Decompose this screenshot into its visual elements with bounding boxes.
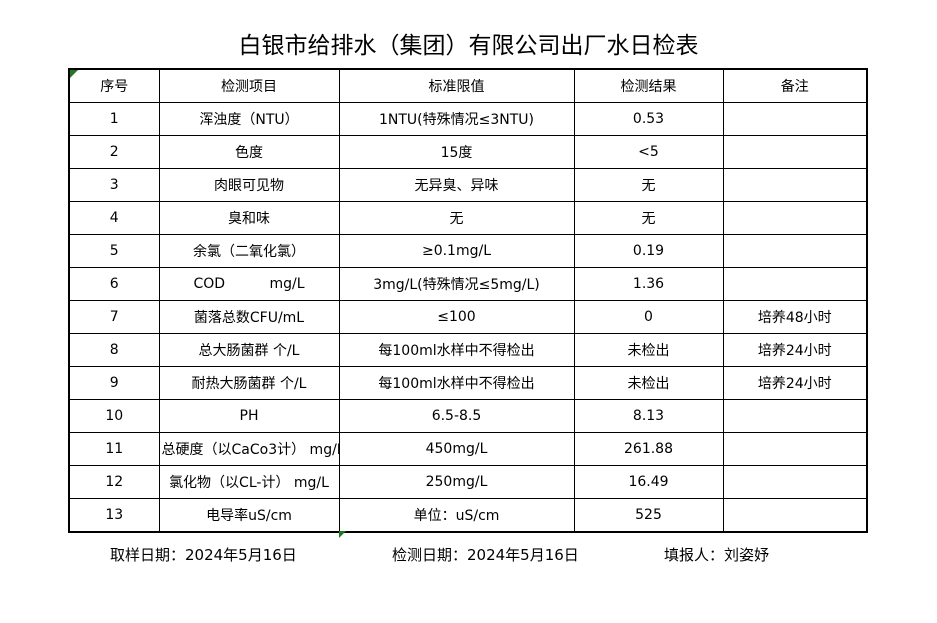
cell-note: [722, 168, 868, 202]
cell-index: 4: [68, 201, 160, 235]
cell-result: 未检出: [573, 333, 724, 367]
cell-item: COD mg/L: [158, 267, 340, 301]
cell-index: 13: [68, 498, 160, 533]
cell-standard: 3mg/L(特殊情况≤5mg/L): [338, 267, 575, 301]
cell-note: [722, 399, 868, 433]
cell-standard: ≥0.1mg/L: [338, 234, 575, 268]
cell-result: 无: [573, 201, 724, 235]
table-header-row: 序号 检测项目 标准限值 检测结果 备注: [68, 68, 868, 103]
cell-result: 无: [573, 168, 724, 202]
table-row: 10 PH 6.5-8.5 8.13: [68, 399, 868, 433]
cell-result: 1.36: [573, 267, 724, 301]
table-body: 1 浑浊度（NTU） 1NTU(特殊情况≤3NTU) 0.53 2 色度 15度 <5 3 肉眼可…: [68, 102, 868, 533]
cell-standard: 无: [338, 201, 575, 235]
cell-index: 6: [68, 267, 160, 301]
cell-index: 11: [68, 432, 160, 466]
table-row: 1 浑浊度（NTU） 1NTU(特殊情况≤3NTU) 0.53: [68, 102, 868, 136]
cell-result: 16.49: [573, 465, 724, 499]
cell-item: 余氯（二氧化氯）: [158, 234, 340, 268]
cell-item: 色度: [158, 135, 340, 169]
cell-note: [722, 432, 868, 466]
cell-error-indicator-icon: [70, 70, 78, 78]
cell-index: 1: [68, 102, 160, 136]
header-note: 备注: [722, 68, 868, 103]
cell-note: [722, 267, 868, 301]
table-row: 4 臭和味无无: [68, 201, 868, 235]
cell-item: 电导率uS/cm: [158, 498, 340, 533]
cell-index: 8: [68, 333, 160, 367]
cell-item: 肉眼可见物: [158, 168, 340, 202]
cell-result: <5: [573, 135, 724, 169]
cell-index: 12: [68, 465, 160, 499]
table-row: 7 菌落总数CFU/mL ≤100 0 培养48小时: [68, 300, 868, 334]
header-standard: 标准限值: [338, 68, 575, 103]
cell-note: 培养24小时: [722, 366, 868, 400]
table-row: 9 耐热大肠菌群 个/L 每100ml水样中不得检出 未检出 培养24小时: [68, 366, 868, 400]
cell-standard: ≤100: [338, 300, 575, 334]
test-date-label: 检测日期：2024年5月16日: [392, 546, 579, 564]
cell-index: 5: [68, 234, 160, 268]
header-index: 序号: [68, 68, 160, 103]
table-row: 8 总大肠菌群 个/L 每100ml水样中不得检出 未检出 培养24小时: [68, 333, 868, 367]
cell-standard: 15度: [338, 135, 575, 169]
cell-item: 臭和味: [158, 201, 340, 235]
header-result: 检测结果: [573, 68, 724, 103]
cell-note: 培养48小时: [722, 300, 868, 334]
cell-note: [722, 102, 868, 136]
cell-note: [722, 201, 868, 235]
cell-result: 8.13: [573, 399, 724, 433]
cell-item: PH: [158, 399, 340, 433]
cell-note: [722, 135, 868, 169]
cell-item: 浑浊度（NTU）: [158, 102, 340, 136]
cell-error-indicator-icon: [339, 531, 346, 538]
table-row: 6 COD mg/L 3mg/L(特殊情况≤5mg/L) 1.36: [68, 267, 868, 301]
inspection-table: 序号 检测项目 标准限值 检测结果 备注 1 浑浊度（NTU） 1NTU(特殊情况≤…: [68, 68, 868, 533]
cell-item: 氯化物（以CL-计） mg/L: [158, 465, 340, 499]
cell-standard: 单位：uS/cm: [338, 498, 575, 533]
sampling-date-label: 取样日期：2024年5月16日: [110, 546, 297, 564]
reporter-label: 填报人：刘姿妤: [664, 546, 770, 564]
table-row: 11 总硬度（以CaCo3计） mg/L 450mg/L 261.88: [68, 432, 868, 466]
cell-result: 未检出: [573, 366, 724, 400]
cell-standard: 每100ml水样中不得检出: [338, 333, 575, 367]
cell-index: 3: [68, 168, 160, 202]
cell-result: 0.19: [573, 234, 724, 268]
cell-index: 7: [68, 300, 160, 334]
table-row: 5 余氯（二氧化氯） ≥0.1mg/L 0.19: [68, 234, 868, 268]
cell-result: 0.53: [573, 102, 724, 136]
cell-result: 525: [573, 498, 724, 533]
header-item: 检测项目: [158, 68, 340, 103]
cell-standard: 6.5-8.5: [338, 399, 575, 433]
cell-result: 0: [573, 300, 724, 334]
cell-index: 10: [68, 399, 160, 433]
cell-standard: 每100ml水样中不得检出: [338, 366, 575, 400]
cell-item: 耐热大肠菌群 个/L: [158, 366, 340, 400]
page-title: 白银市给排水（集团）有限公司出厂水日检表: [238, 33, 699, 59]
cell-standard: 450mg/L: [338, 432, 575, 466]
cell-standard: 1NTU(特殊情况≤3NTU): [338, 102, 575, 136]
cell-item: 总大肠菌群 个/L: [158, 333, 340, 367]
cell-standard: 250mg/L: [338, 465, 575, 499]
cell-standard: 无异臭、异味: [338, 168, 575, 202]
table-row: 2 色度 15度 <5: [68, 135, 868, 169]
cell-note: [722, 498, 868, 533]
table-row: 3 肉眼可见物 无异臭、异味无: [68, 168, 868, 202]
cell-note: 培养24小时: [722, 333, 868, 367]
cell-note: [722, 465, 868, 499]
table-row: 12 氯化物（以CL-计） mg/L 250mg/L 16.49: [68, 465, 868, 499]
cell-item: 总硬度（以CaCo3计） mg/L: [158, 432, 340, 466]
table-row: 13 电导率uS/cm 单位：uS/cm 525: [68, 498, 868, 533]
cell-index: 2: [68, 135, 160, 169]
cell-index: 9: [68, 366, 160, 400]
cell-result: 261.88: [573, 432, 724, 466]
cell-note: [722, 234, 868, 268]
cell-item: 菌落总数CFU/mL: [158, 300, 340, 334]
